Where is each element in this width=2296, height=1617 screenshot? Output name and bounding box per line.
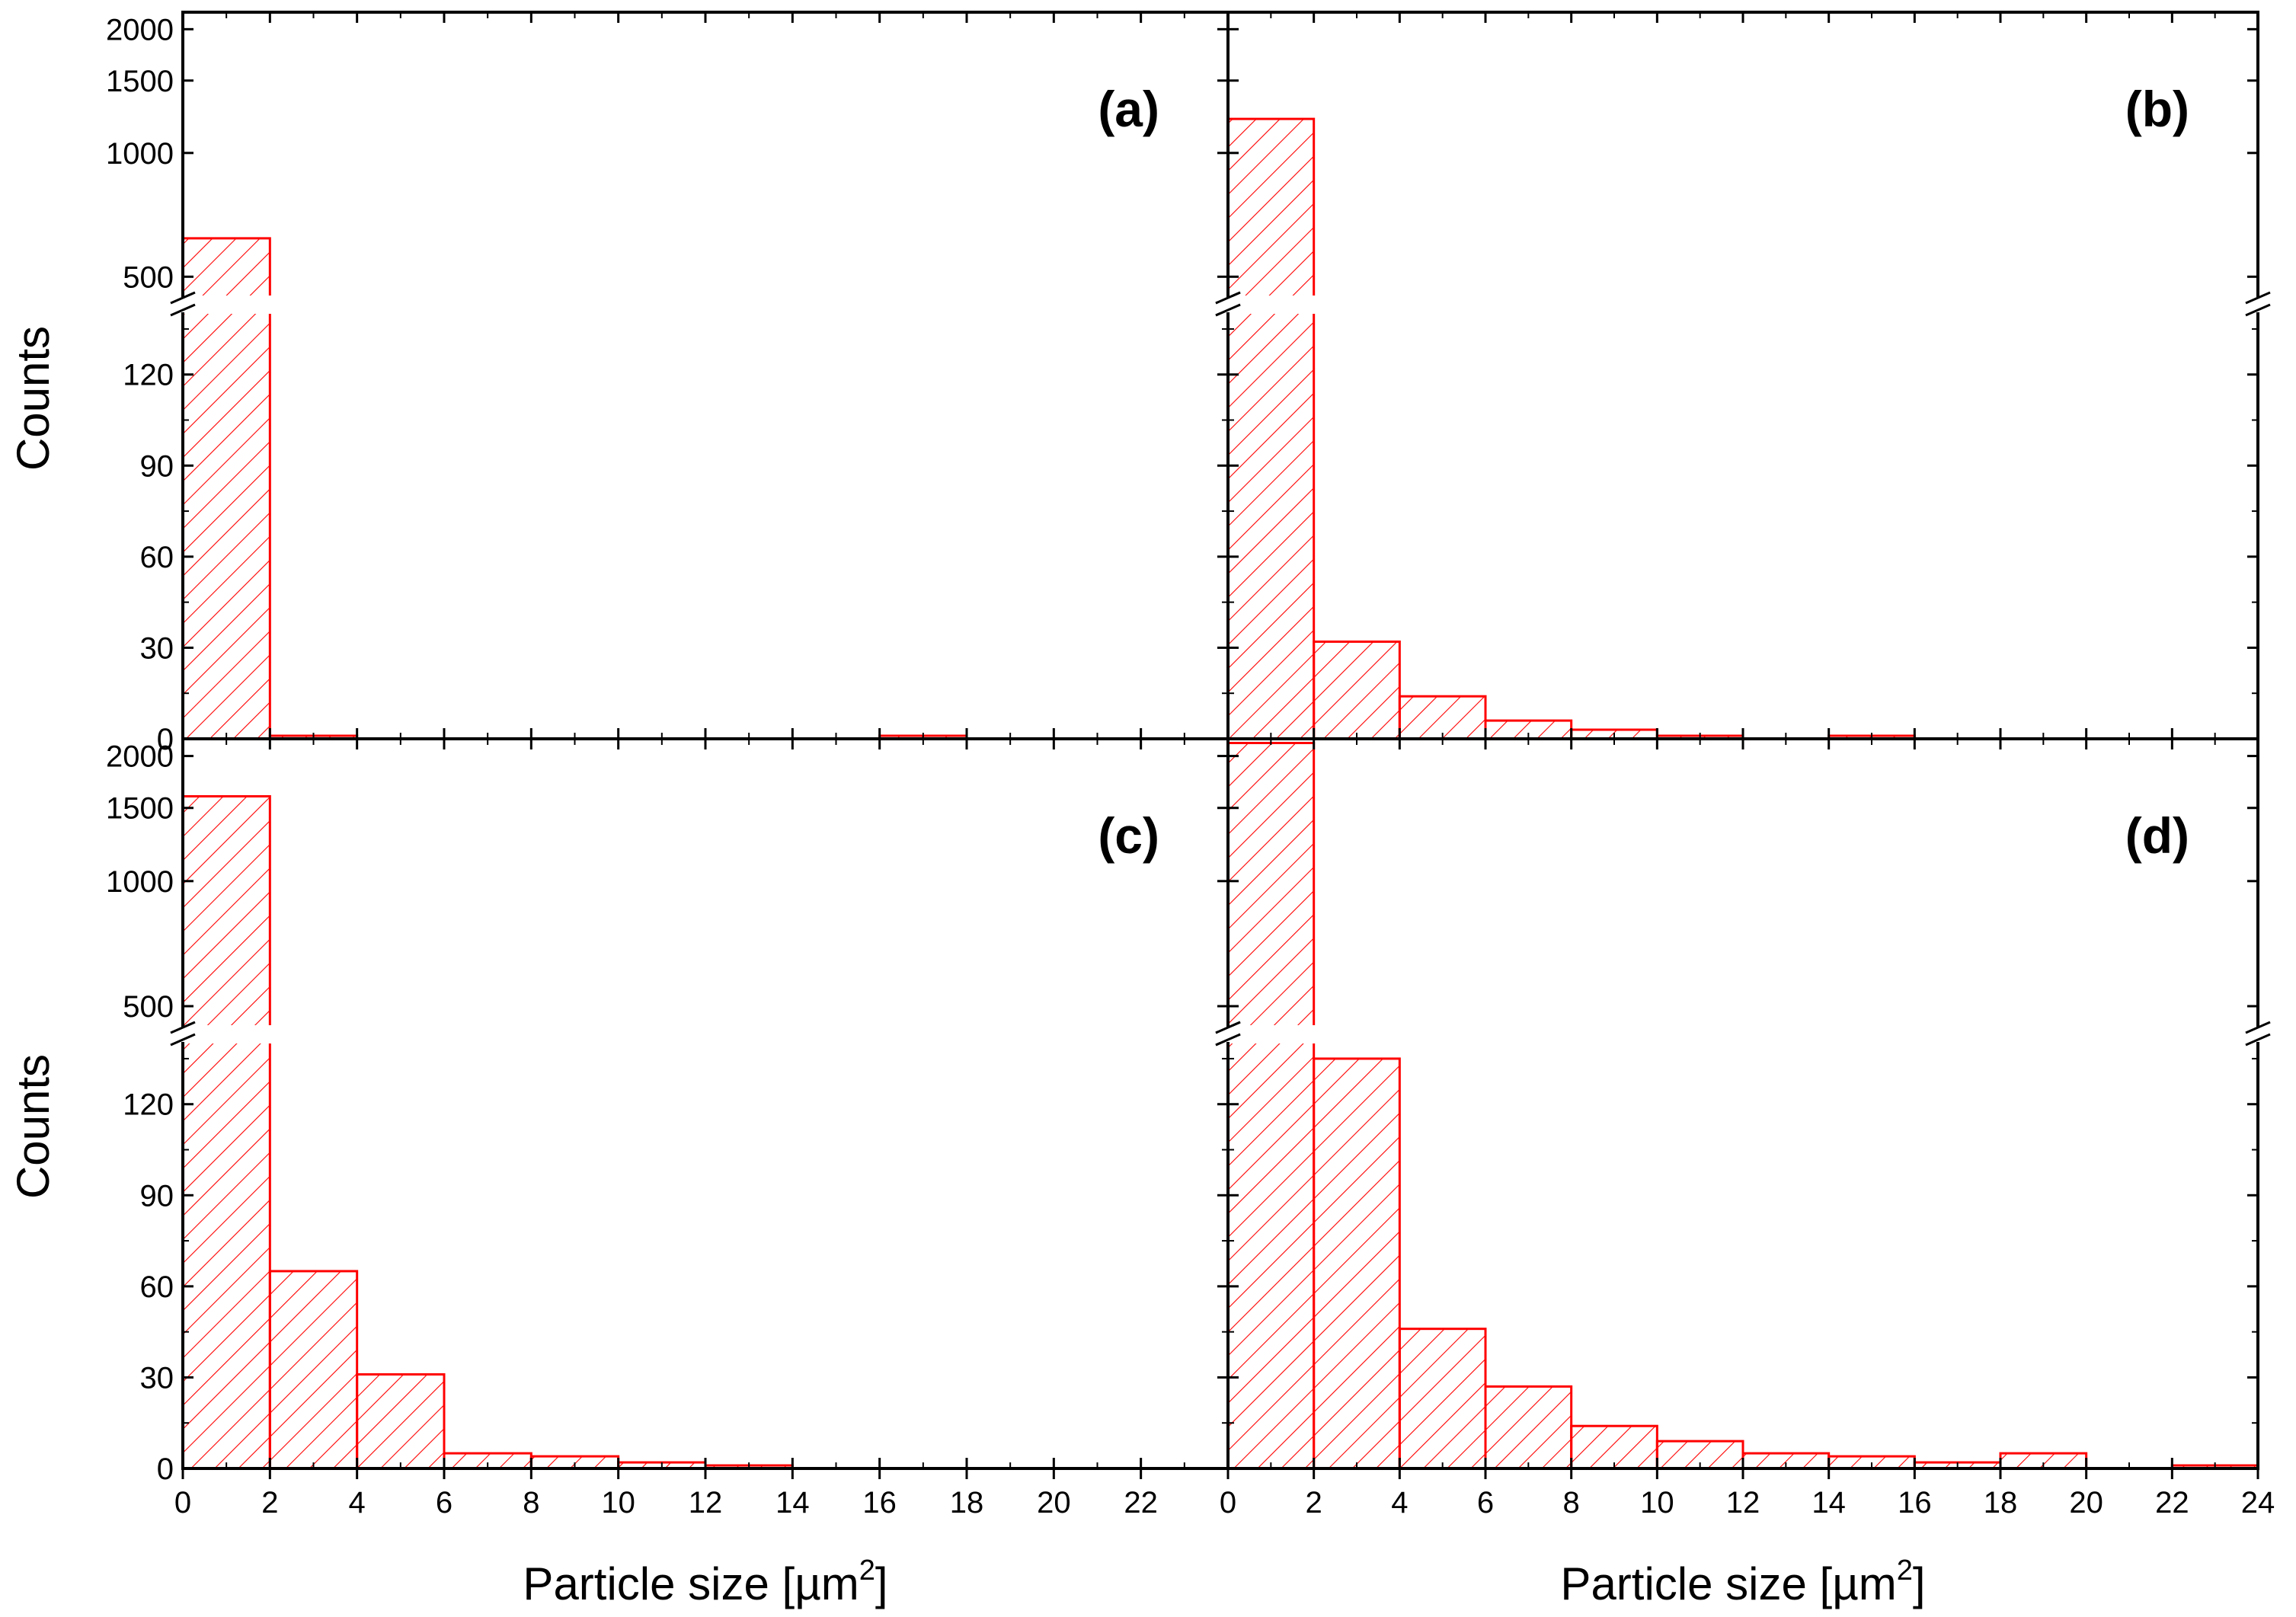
histogram-bar <box>183 314 270 739</box>
panel-label: (b) <box>2125 81 2189 137</box>
x-tick-label: 22 <box>1124 1486 1158 1520</box>
x-tick-label: 14 <box>1812 1486 1846 1520</box>
plot-frame <box>181 11 1230 740</box>
x-tick-label: 8 <box>523 1486 539 1520</box>
bars <box>183 237 968 739</box>
y-tick-label: 60 <box>140 1270 174 1304</box>
histogram-bar-upper <box>183 238 270 296</box>
histogram-bar <box>1313 1057 1401 1468</box>
axis-break-mark <box>170 303 196 317</box>
histogram-bar <box>1228 314 1314 739</box>
x-tick-label: 22 <box>2155 1486 2189 1520</box>
axis-break-mark <box>1215 1033 1241 1047</box>
x-tick-label: 10 <box>1640 1486 1674 1520</box>
x-tick-label: 14 <box>775 1486 810 1520</box>
histogram-bar <box>1313 640 1401 739</box>
histogram-bar-outline <box>1228 314 1316 739</box>
axis-break-mark <box>170 291 196 305</box>
histogram-bar-outline <box>183 314 271 739</box>
histogram-bar <box>183 1043 270 1468</box>
y-tick-label: 1500 <box>106 792 174 826</box>
histogram-bar-upper-outline <box>183 237 271 296</box>
x-tick-label: 18 <box>950 1486 984 1520</box>
x-tick-label: 24 <box>2241 1486 2275 1520</box>
y-tick-label: 2000 <box>106 13 174 46</box>
y-tick-label: 1000 <box>106 865 174 899</box>
x-tick-label: 16 <box>1898 1486 1932 1520</box>
panel-a: 0 30 60 90 120 500 1000 1500 2000 (a) <box>106 11 1241 756</box>
histogram-bar <box>1228 1043 1314 1468</box>
x-tick-label: 6 <box>1477 1486 1494 1520</box>
y-axis-title: Counts <box>8 326 59 471</box>
axis-break-mark <box>1215 291 1241 305</box>
x-tick-label: 4 <box>349 1486 366 1520</box>
y-tick-label: 120 <box>123 359 174 392</box>
y-tick-label: 1500 <box>106 65 174 98</box>
x-tick-label: 0 <box>174 1486 191 1520</box>
x-tick-label: 2 <box>261 1486 278 1520</box>
histogram-bar-upper <box>1228 119 1314 296</box>
axis-break-mark <box>1215 1021 1241 1034</box>
bars <box>1228 741 2258 1468</box>
y-tick-label: 90 <box>140 1179 174 1213</box>
x-tick-label: 2 <box>1306 1486 1322 1520</box>
x-tick-label: 12 <box>689 1486 723 1520</box>
histogram-bar <box>1484 1385 1573 1468</box>
y-tick-label: 60 <box>140 541 174 574</box>
axis-break-mark <box>2245 1021 2271 1034</box>
axis-break-mark <box>2245 303 2271 317</box>
panel-d: 0 2 4 6 8 10 12 14 16 18 20 22 24(d) <box>1215 737 2275 1520</box>
histogram-bar-upper <box>1228 743 1314 1025</box>
x-tick-label: 0 <box>1220 1486 1236 1520</box>
x-tick-label: 4 <box>1391 1486 1408 1520</box>
panel-label: (d) <box>2125 807 2189 864</box>
axis-break-mark <box>2245 291 2271 305</box>
panel-c: 0 30 60 90 120 500 1000 1500 2000 0 2 4 6 8 10 12 14 16 18… <box>106 737 1241 1520</box>
x-tick-label: 18 <box>1984 1486 2018 1520</box>
histogram-bar <box>1398 1328 1487 1468</box>
y-tick-label: 2000 <box>106 740 174 774</box>
axis-break-mark <box>170 1033 196 1047</box>
axis-break-mark <box>170 1021 196 1034</box>
x-tick-label: 16 <box>862 1486 897 1520</box>
y-tick-label: 0 <box>157 1452 174 1486</box>
axis-break-mark <box>1215 303 1241 317</box>
x-tick-label: 8 <box>1563 1486 1580 1520</box>
x-axis-title: Particle size [µm2] <box>1560 1555 1925 1609</box>
x-tick-label: 6 <box>436 1486 452 1520</box>
histogram-bar <box>1570 1424 1658 1468</box>
y-tick-label: 500 <box>123 260 174 294</box>
bars <box>183 794 794 1468</box>
histogram-bar <box>356 1373 446 1468</box>
y-tick-label: 30 <box>140 631 174 665</box>
histogram-bar-upper-outline <box>183 794 271 1025</box>
histogram-bar-upper <box>183 796 270 1025</box>
histogram-bar-outline <box>183 1043 271 1468</box>
bars <box>1228 117 1916 739</box>
x-tick-label: 20 <box>1037 1486 1071 1520</box>
y-tick-label: 1000 <box>106 137 174 171</box>
histogram-bar-upper-outline <box>1228 117 1316 296</box>
x-tick-label: 12 <box>1726 1486 1760 1520</box>
y-tick-label: 120 <box>123 1088 174 1122</box>
x-tick-label: 10 <box>601 1486 635 1520</box>
y-axis-title: Counts <box>8 1054 59 1199</box>
panel-label: (a) <box>1098 81 1159 137</box>
x-tick-label: 20 <box>2069 1486 2103 1520</box>
histogram-bar <box>268 1270 359 1468</box>
y-tick-label: 90 <box>140 449 174 483</box>
y-tick-label: 500 <box>123 990 174 1024</box>
x-axis-title: Particle size [µm2] <box>523 1555 887 1609</box>
panel-label: (c) <box>1098 807 1159 864</box>
panel-b: (b) <box>1215 11 2271 740</box>
y-tick-label: 0 <box>157 723 174 756</box>
histogram-bar <box>1398 695 1487 739</box>
y-tick-label: 30 <box>140 1361 174 1395</box>
plot-frame <box>1226 11 2259 740</box>
axis-break-mark <box>2245 1033 2271 1047</box>
